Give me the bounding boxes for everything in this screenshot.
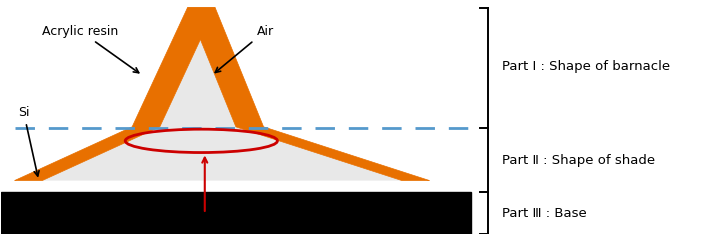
Bar <box>1 192 471 234</box>
Text: Part Ⅰ : Shape of barnacle: Part Ⅰ : Shape of barnacle <box>502 60 670 73</box>
Text: Si: Si <box>18 106 39 176</box>
Polygon shape <box>187 8 430 180</box>
Text: Deforming point: Deforming point <box>154 158 256 230</box>
Text: Part Ⅲ : Base: Part Ⅲ : Base <box>502 207 587 220</box>
Polygon shape <box>42 8 402 180</box>
Polygon shape <box>14 8 215 180</box>
Text: Part Ⅱ : Shape of shade: Part Ⅱ : Shape of shade <box>502 154 655 167</box>
Text: Acrylic resin: Acrylic resin <box>42 25 138 73</box>
Text: Air: Air <box>215 25 274 72</box>
